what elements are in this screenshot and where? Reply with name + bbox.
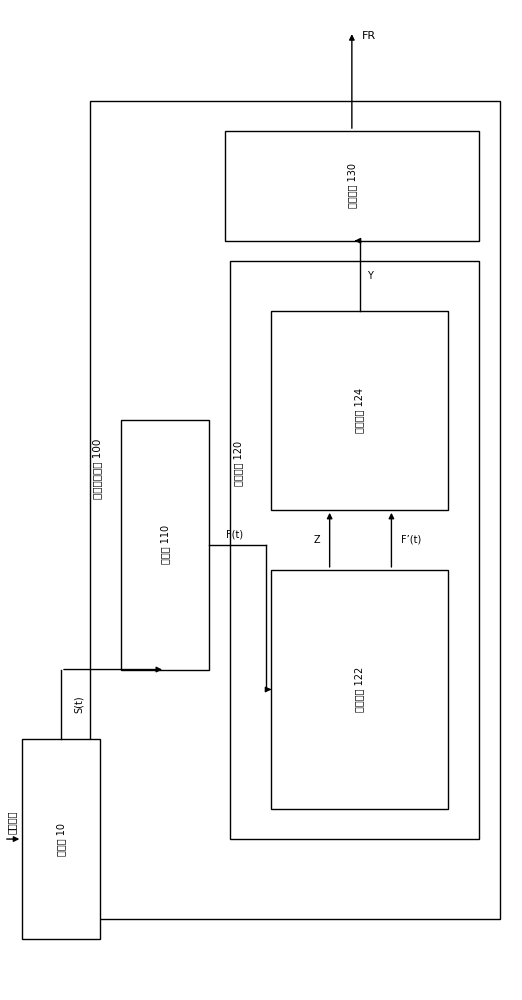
- Bar: [271, 570, 448, 809]
- Text: Z: Z: [313, 535, 320, 545]
- Text: 判断单元 124: 判断单元 124: [354, 388, 365, 433]
- Text: F(t): F(t): [227, 530, 244, 540]
- Text: 侦测模块 120: 侦测模块 120: [233, 441, 243, 486]
- Text: 侦测单元 122: 侦测单元 122: [354, 667, 365, 712]
- Text: 滤波器 110: 滤波器 110: [160, 525, 170, 564]
- Bar: [224, 131, 479, 241]
- Text: FR: FR: [362, 31, 376, 41]
- Text: F’(t): F’(t): [401, 535, 421, 545]
- Text: 变压器 10: 变压器 10: [56, 823, 66, 856]
- Text: 电力信号: 电力信号: [7, 811, 17, 834]
- Text: 频率检测装置 100: 频率检测装置 100: [92, 439, 102, 499]
- Text: S(t): S(t): [74, 696, 84, 713]
- Bar: [90, 101, 500, 919]
- Bar: [271, 311, 448, 510]
- Bar: [121, 420, 209, 670]
- Text: Y: Y: [367, 271, 373, 281]
- Bar: [230, 261, 479, 839]
- Bar: [22, 739, 100, 939]
- Text: 计算模块 130: 计算模块 130: [347, 163, 357, 208]
